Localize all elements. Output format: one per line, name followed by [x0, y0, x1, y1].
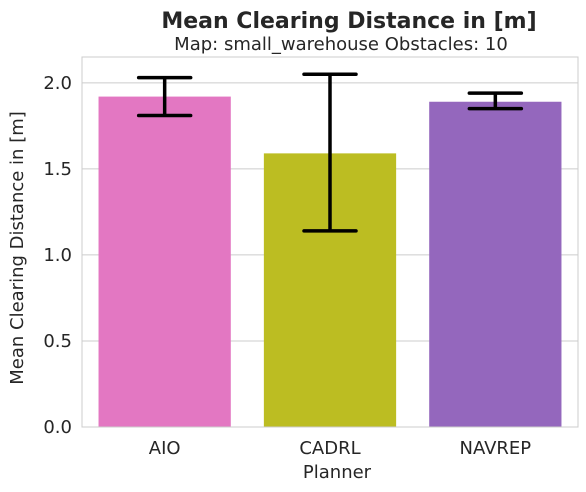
bar-aio — [98, 96, 231, 428]
chart-title: Mean Clearing Distance in [m] — [161, 9, 536, 34]
y-tick-label: 0.5 — [43, 331, 72, 352]
x-tick-label: AIO — [149, 438, 181, 459]
y-tick-label: 1.0 — [43, 245, 72, 266]
chart-subtitle: Map: small_warehouse Obstacles: 10 — [174, 34, 508, 55]
x-tick-label: NAVREP — [459, 438, 531, 459]
y-tick-label: 2.0 — [43, 73, 72, 94]
y-tick-labels: 0.0 0.5 1.0 1.5 2.0 — [43, 73, 72, 438]
plot-frame — [81, 56, 579, 428]
bar-navrep — [429, 101, 562, 427]
error-bars — [136, 72, 524, 233]
bars — [98, 96, 562, 428]
x-tick-labels: AIO CADRL NAVREP — [149, 438, 532, 459]
y-tick-label: 0.0 — [43, 417, 72, 438]
x-axis-label: Planner — [303, 462, 372, 483]
x-tick-label: CADRL — [299, 438, 360, 459]
y-tick-label: 1.5 — [43, 159, 72, 180]
y-axis-label: Mean Clearing Distance in [m] — [7, 111, 28, 385]
